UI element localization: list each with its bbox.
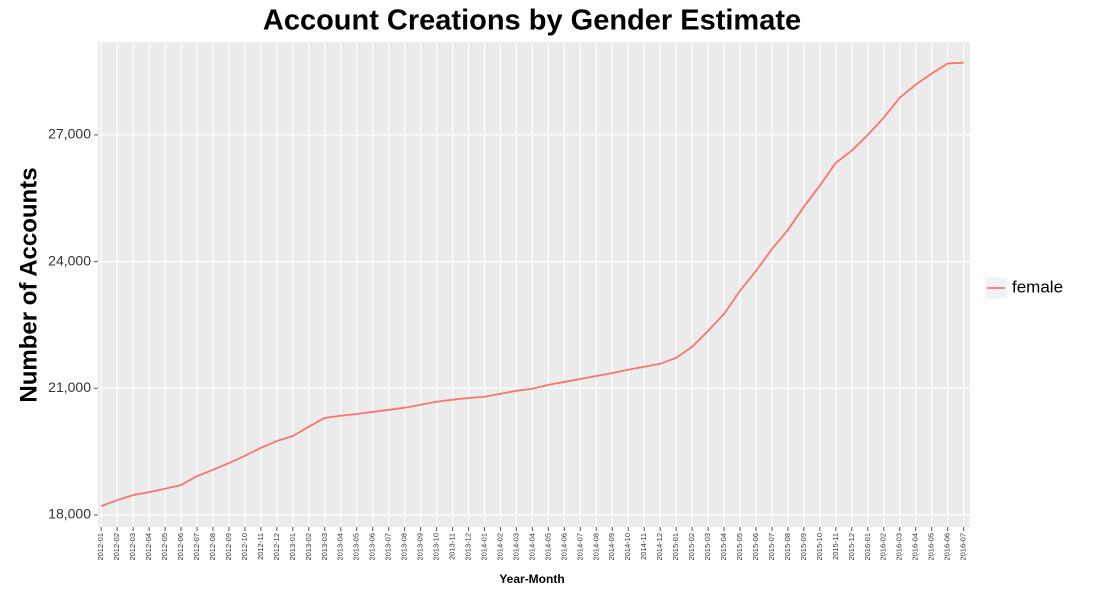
x-tick-label: 2014-06 xyxy=(559,533,568,561)
y-tick-label: 18,000 xyxy=(48,506,91,522)
x-tick-label: 2014-12 xyxy=(655,533,664,561)
x-tick-label: 2014-05 xyxy=(543,533,552,561)
x-tick-label: 2013-12 xyxy=(464,533,473,561)
x-tick-label: 2014-04 xyxy=(527,533,536,561)
x-tick-label: 2016-03 xyxy=(895,533,904,561)
plot-background xyxy=(98,42,970,527)
x-tick-label: 2015-02 xyxy=(687,533,696,561)
x-tick-label: 2013-07 xyxy=(384,533,393,561)
x-tick-label: 2015-04 xyxy=(719,533,728,561)
y-axis-label: Number of Accounts xyxy=(15,167,42,402)
x-tick-label: 2015-09 xyxy=(799,533,808,561)
legend-label: female xyxy=(1012,277,1063,296)
x-tick-label: 2016-05 xyxy=(927,533,936,561)
x-tick-label: 2015-12 xyxy=(847,533,856,561)
y-tick-label: 24,000 xyxy=(48,252,91,268)
x-tick-label: 2015-06 xyxy=(751,533,760,561)
x-tick-label: 2015-05 xyxy=(735,533,744,561)
chart-title: Account Creations by Gender Estimate xyxy=(263,5,801,37)
x-tick-label: 2013-02 xyxy=(304,533,313,561)
x-tick-label: 2012-09 xyxy=(224,533,233,561)
x-tick-label: 2012-10 xyxy=(240,533,249,561)
x-tick-label: 2013-03 xyxy=(320,533,329,561)
x-tick-label: 2016-02 xyxy=(879,533,888,561)
x-tick-label: 2015-03 xyxy=(703,533,712,561)
x-tick-label: 2015-10 xyxy=(815,533,824,561)
x-tick-label: 2012-06 xyxy=(176,533,185,561)
x-tick-label: 2016-01 xyxy=(863,533,872,561)
x-tick-label: 2013-05 xyxy=(352,533,361,561)
x-tick-label: 2015-08 xyxy=(783,533,792,561)
x-tick-label: 2014-08 xyxy=(591,533,600,561)
x-tick-label: 2014-07 xyxy=(575,533,584,561)
x-tick-label: 2014-01 xyxy=(479,533,488,561)
y-tick-label: 27,000 xyxy=(48,126,91,142)
x-axis-label: Year-Month xyxy=(499,572,564,586)
x-tick-label: 2012-03 xyxy=(128,533,137,561)
data-line xyxy=(100,61,964,507)
x-tick-label: 2014-09 xyxy=(607,533,616,561)
x-tick-label: 2014-10 xyxy=(623,533,632,561)
x-tick-label: 2012-05 xyxy=(160,533,169,561)
x-tick-label: 2013-11 xyxy=(448,533,457,560)
x-tick-label: 2012-12 xyxy=(272,533,281,561)
x-tick-label: 2014-03 xyxy=(511,533,520,561)
x-tick-label: 2012-08 xyxy=(208,533,217,561)
x-tick-label: 2016-07 xyxy=(959,533,968,561)
x-tick-label: 2012-02 xyxy=(112,533,121,561)
x-tick-label: 2012-07 xyxy=(192,533,201,561)
x-tick-label: 2013-08 xyxy=(400,533,409,561)
x-tick-label: 2013-10 xyxy=(432,533,441,561)
x-tick-label: 2014-11 xyxy=(639,533,648,560)
x-tick-label: 2012-01 xyxy=(96,533,105,561)
x-tick-label: 2012-04 xyxy=(144,533,153,561)
x-tick-label: 2016-04 xyxy=(911,533,920,561)
x-tick-label: 2013-04 xyxy=(336,533,345,561)
x-tick-label: 2013-09 xyxy=(416,533,425,561)
x-tick-label: 2013-06 xyxy=(368,533,377,561)
y-tick-label: 21,000 xyxy=(48,379,91,395)
x-tick-label: 2016-06 xyxy=(943,533,952,561)
x-tick-label: 2015-11 xyxy=(831,533,840,560)
x-tick-label: 2015-01 xyxy=(671,533,680,561)
x-tick-label: 2015-07 xyxy=(767,533,776,561)
x-tick-label: 2013-01 xyxy=(288,533,297,561)
x-tick-label: 2012-11 xyxy=(256,533,265,560)
x-tick-label: 2014-02 xyxy=(495,533,504,561)
